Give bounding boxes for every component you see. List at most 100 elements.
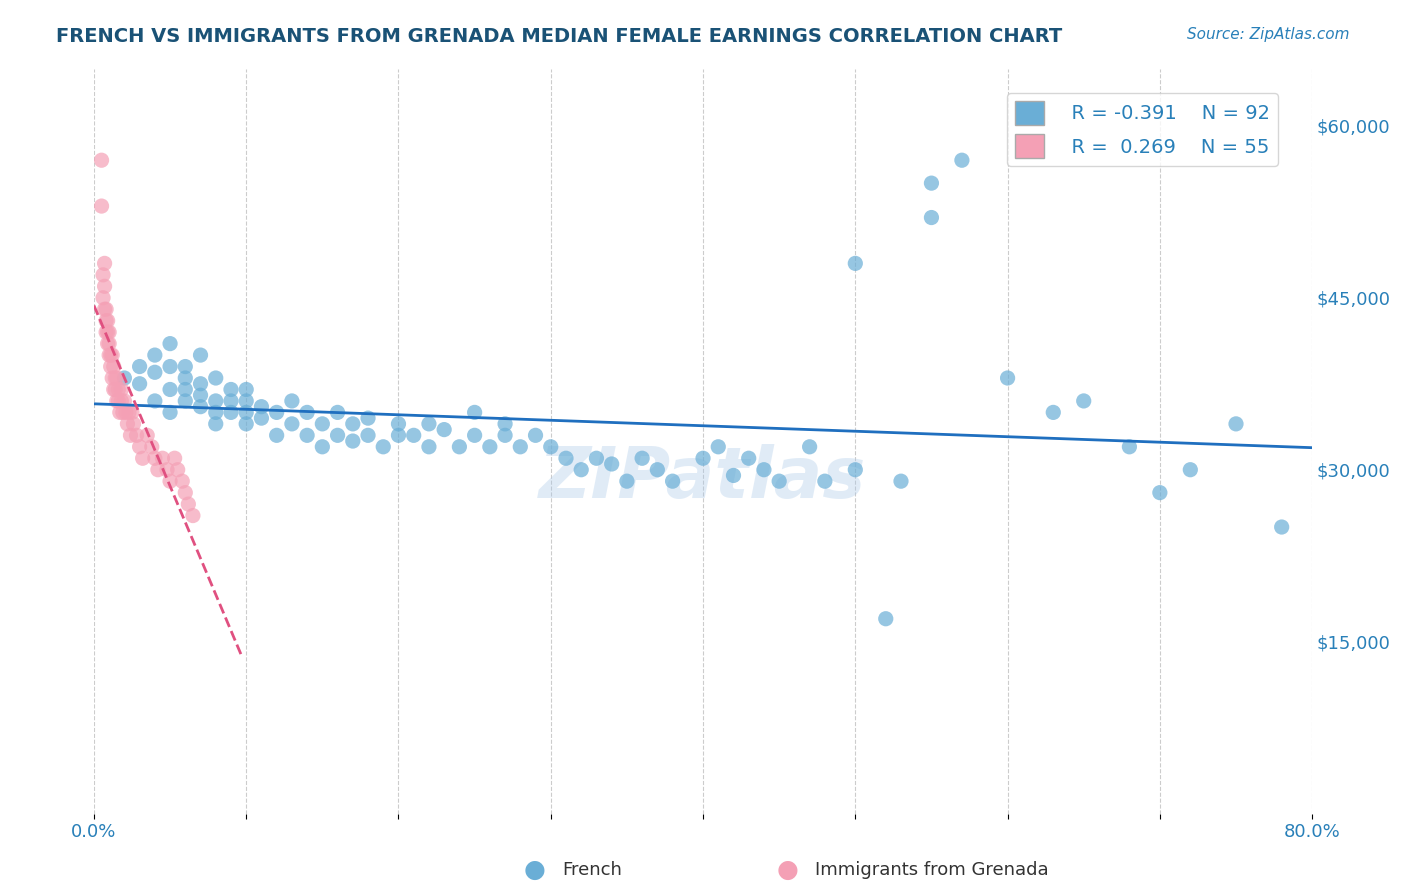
Point: [402, 428, 425, 442]
Point: [174, 393, 197, 408]
Text: French: French: [562, 861, 623, 879]
Point: [494, 417, 516, 431]
Point: [94, 314, 117, 328]
Point: [143, 393, 166, 408]
Point: [190, 388, 212, 402]
Point: [752, 463, 775, 477]
Text: ●: ●: [776, 858, 799, 881]
Point: [387, 428, 409, 442]
Point: [152, 451, 174, 466]
Point: [1225, 417, 1247, 431]
Point: [509, 440, 531, 454]
Point: [373, 440, 395, 454]
Point: [110, 383, 132, 397]
Point: [204, 393, 226, 408]
Point: [1073, 393, 1095, 408]
Point: [357, 428, 380, 442]
Point: [128, 440, 150, 454]
Point: [418, 417, 440, 431]
Point: [163, 451, 186, 466]
Point: [107, 383, 129, 397]
Point: [104, 371, 127, 385]
Point: [118, 405, 141, 419]
Point: [540, 440, 562, 454]
Point: [181, 508, 204, 523]
Point: [799, 440, 821, 454]
Point: [692, 451, 714, 466]
Point: [172, 474, 194, 488]
Point: [117, 417, 139, 431]
Point: [190, 400, 212, 414]
Point: [844, 256, 866, 270]
Point: [219, 393, 242, 408]
Point: [342, 434, 364, 448]
Point: [101, 348, 124, 362]
Point: [131, 451, 153, 466]
Text: Immigrants from Grenada: Immigrants from Grenada: [815, 861, 1049, 879]
Point: [569, 463, 592, 477]
Point: [110, 393, 132, 408]
Point: [342, 417, 364, 431]
Point: [631, 451, 654, 466]
Point: [112, 371, 135, 385]
Point: [449, 440, 471, 454]
Point: [141, 440, 163, 454]
Text: Source: ZipAtlas.com: Source: ZipAtlas.com: [1187, 27, 1350, 42]
Point: [101, 371, 124, 385]
Text: ZIPatlas: ZIPatlas: [540, 444, 866, 513]
Point: [295, 428, 318, 442]
Point: [97, 314, 120, 328]
Point: [120, 428, 142, 442]
Point: [464, 428, 486, 442]
Point: [97, 325, 120, 339]
Point: [219, 383, 242, 397]
Point: [115, 405, 138, 419]
Point: [281, 417, 304, 431]
Point: [98, 325, 121, 339]
Point: [91, 291, 114, 305]
Point: [128, 376, 150, 391]
Point: [311, 417, 333, 431]
Point: [1180, 463, 1202, 477]
Point: [190, 348, 212, 362]
Point: [890, 474, 912, 488]
Point: [844, 463, 866, 477]
Point: [707, 440, 730, 454]
Point: [104, 383, 127, 397]
Point: [108, 405, 131, 419]
Point: [647, 463, 669, 477]
Point: [122, 417, 145, 431]
Point: [98, 348, 121, 362]
Point: [326, 428, 349, 442]
Point: [433, 423, 456, 437]
Point: [723, 468, 745, 483]
Point: [1271, 520, 1294, 534]
Point: [174, 359, 197, 374]
Point: [93, 256, 115, 270]
Point: [105, 371, 128, 385]
Legend:   R = -0.391    N = 92,   R =  0.269    N = 55: R = -0.391 N = 92, R = 0.269 N = 55: [1007, 93, 1278, 166]
Point: [94, 325, 117, 339]
Point: [661, 474, 683, 488]
Point: [464, 405, 486, 419]
Point: [94, 302, 117, 317]
Point: [1042, 405, 1064, 419]
Point: [103, 383, 125, 397]
Point: [814, 474, 837, 488]
Point: [146, 463, 169, 477]
Point: [204, 417, 226, 431]
Point: [111, 405, 134, 419]
Point: [90, 199, 112, 213]
Point: [159, 383, 181, 397]
Point: [112, 393, 135, 408]
Point: [616, 474, 638, 488]
Point: [100, 359, 122, 374]
Point: [418, 440, 440, 454]
Point: [524, 428, 547, 442]
Point: [98, 336, 121, 351]
Point: [600, 457, 623, 471]
Point: [585, 451, 607, 466]
Point: [204, 405, 226, 419]
Point: [107, 393, 129, 408]
Point: [125, 428, 148, 442]
